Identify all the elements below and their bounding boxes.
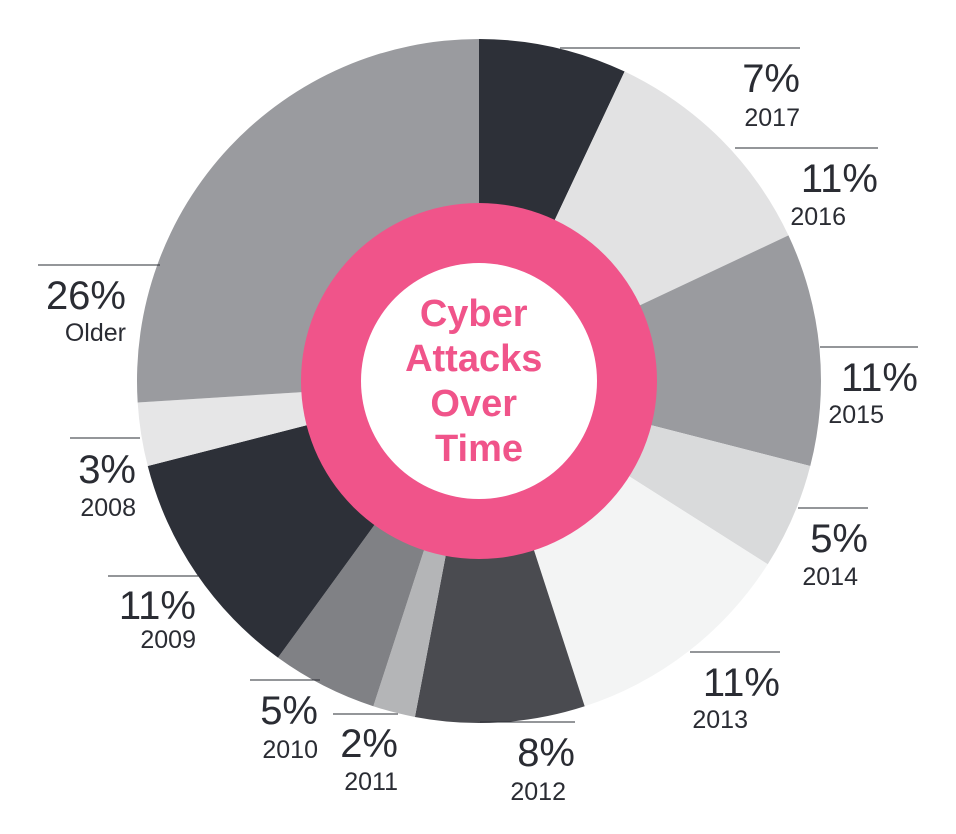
category-label-2016: 2016 bbox=[790, 203, 846, 231]
slice-2010 bbox=[277, 522, 425, 707]
percent-label-2008: 3% bbox=[78, 448, 136, 492]
center-title-line-1: Cyber bbox=[420, 293, 528, 335]
category-label-2013: 2013 bbox=[692, 706, 748, 734]
percent-label-2015: 11% bbox=[841, 356, 918, 400]
center-title-line-2: Attacks bbox=[405, 338, 542, 380]
percent-label-2017: 7% bbox=[742, 57, 800, 101]
slice-group bbox=[137, 39, 821, 723]
category-label-2009: 2009 bbox=[140, 626, 196, 654]
percent-label-2012: 8% bbox=[517, 731, 575, 775]
percent-label-2009: 11% bbox=[119, 584, 196, 628]
slice-2017 bbox=[479, 39, 625, 223]
slice-older bbox=[137, 39, 479, 403]
category-label-2008: 2008 bbox=[80, 494, 136, 522]
slice-2015 bbox=[637, 235, 821, 467]
percent-label-2013: 11% bbox=[703, 661, 780, 705]
slice-2012 bbox=[414, 547, 585, 723]
category-label-2010: 2010 bbox=[262, 736, 318, 764]
slice-2013 bbox=[533, 474, 768, 707]
slice-2011 bbox=[373, 547, 447, 717]
slice-2009 bbox=[147, 424, 377, 658]
category-label-2012: 2012 bbox=[510, 778, 566, 806]
percent-label-2011: 2% bbox=[340, 722, 398, 766]
category-label-2014: 2014 bbox=[802, 563, 858, 591]
category-label-older: Older bbox=[65, 319, 126, 347]
percent-label-older: 26% bbox=[46, 274, 126, 318]
center-title-line-4: Time bbox=[435, 428, 523, 470]
category-label-2015: 2015 bbox=[828, 401, 884, 429]
center-title: Cyber Attacks Over Time bbox=[405, 293, 553, 470]
center-hole bbox=[361, 263, 597, 499]
slice-2016 bbox=[553, 71, 789, 307]
slice-2014 bbox=[626, 424, 811, 565]
category-label-2017: 2017 bbox=[744, 104, 800, 132]
percent-label-2014: 5% bbox=[810, 517, 868, 561]
percent-label-2016: 11% bbox=[801, 157, 878, 201]
leader-line-group bbox=[38, 47, 918, 723]
percent-label-2010: 5% bbox=[260, 689, 318, 733]
label-group: 7%201711%201611%20155%201411%20138%20122… bbox=[46, 57, 918, 806]
slice-2008 bbox=[137, 391, 310, 467]
category-label-2011: 2011 bbox=[344, 768, 398, 796]
center-title-line-3: Over bbox=[430, 383, 517, 425]
